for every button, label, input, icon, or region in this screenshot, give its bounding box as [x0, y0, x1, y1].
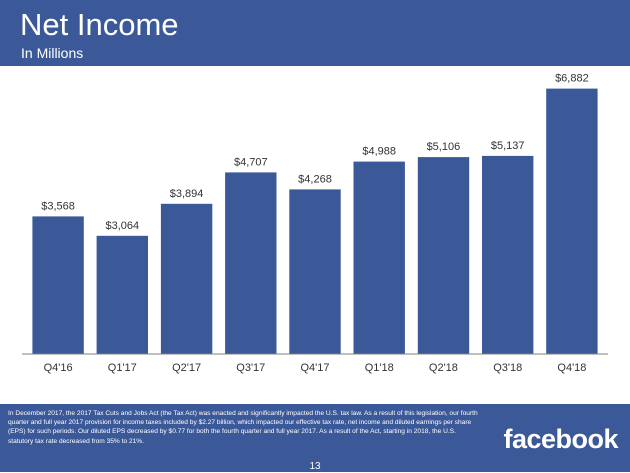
- x-tick-label-7: Q3'18: [493, 362, 522, 374]
- data-label-4: $4,268: [298, 173, 332, 185]
- data-label-6: $5,106: [427, 141, 461, 153]
- footer-banner: In December 2017, the 2017 Tax Cuts and …: [0, 404, 630, 472]
- facebook-logo: facebook: [503, 424, 618, 454]
- data-label-3: $4,707: [234, 156, 268, 168]
- data-label-1: $3,064: [105, 220, 139, 232]
- bar-0: [32, 216, 84, 354]
- x-tick-label-4: Q4'17: [300, 362, 329, 374]
- page-title: Net Income: [20, 7, 179, 42]
- x-tick-label-0: Q4'16: [44, 362, 73, 374]
- bar-3: [225, 172, 277, 354]
- bar-6: [417, 157, 470, 354]
- data-label-2: $3,894: [170, 188, 204, 200]
- bar-7: [482, 155, 534, 354]
- x-tick-label-1: Q1'17: [108, 362, 137, 374]
- bar-5: [353, 161, 405, 354]
- x-tick-label-3: Q3'17: [236, 362, 265, 374]
- x-tick-label-6: Q2'18: [429, 362, 458, 374]
- x-tick-label-8: Q4'18: [557, 362, 586, 374]
- data-label-7: $5,137: [491, 140, 525, 152]
- net-income-bar-chart: $3,568 Q4'16 $3,064 Q1'17 $3,894 Q2'17 $4,707 Q…: [22, 73, 608, 374]
- page-subtitle: In Millions: [21, 45, 84, 61]
- data-label-8: $6,882: [555, 73, 589, 85]
- x-tick-label-5: Q1'18: [365, 362, 394, 374]
- bar-4: [289, 189, 341, 354]
- footnote-text: In December 2017, the 2017 Tax Cuts and …: [8, 410, 478, 445]
- page-number: 13: [309, 461, 321, 472]
- data-label-5: $4,988: [362, 146, 396, 158]
- header-banner: Net Income In Millions: [0, 0, 630, 66]
- bar-8: [546, 88, 598, 354]
- bar-2: [160, 203, 213, 354]
- x-tick-label-2: Q2'17: [172, 362, 201, 374]
- bar-1: [96, 235, 148, 354]
- data-label-0: $3,568: [41, 200, 75, 212]
